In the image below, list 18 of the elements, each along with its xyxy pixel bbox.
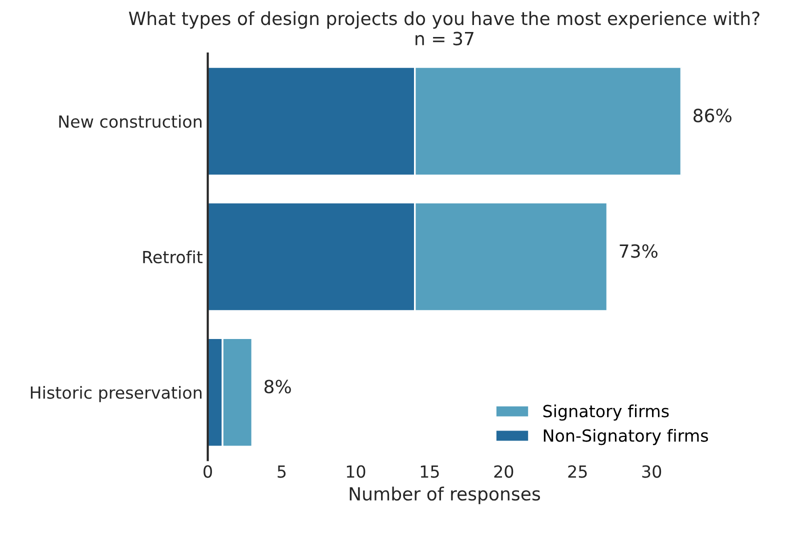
- x-tick-label: 10: [346, 465, 366, 478]
- legend-label: Non-Signatory firms: [544, 428, 708, 446]
- legend-label: Signatory firms: [543, 404, 669, 421]
- x-tick-label: 5: [278, 465, 286, 478]
- chart-subtitle: n = 37: [416, 32, 474, 46]
- x-tick-label: 0: [204, 465, 212, 478]
- y-tick-label: New construction: [59, 114, 202, 128]
- x-tick-label: 30: [642, 465, 662, 478]
- x-axis-title: Number of responses: [350, 486, 540, 504]
- annotation: 8%: [264, 380, 291, 394]
- y-tick-label: Historic preservation: [30, 386, 202, 402]
- y-tick-label: Retrofit: [143, 250, 203, 264]
- annotation: 73%: [620, 244, 658, 258]
- x-tick-label: 20: [494, 465, 514, 478]
- annotation: 86%: [694, 108, 732, 122]
- x-tick-label: 15: [420, 465, 439, 478]
- x-tick-label: 25: [568, 465, 587, 478]
- chart-title: What types of design projects do you have the most experience with?: [128, 11, 760, 29]
